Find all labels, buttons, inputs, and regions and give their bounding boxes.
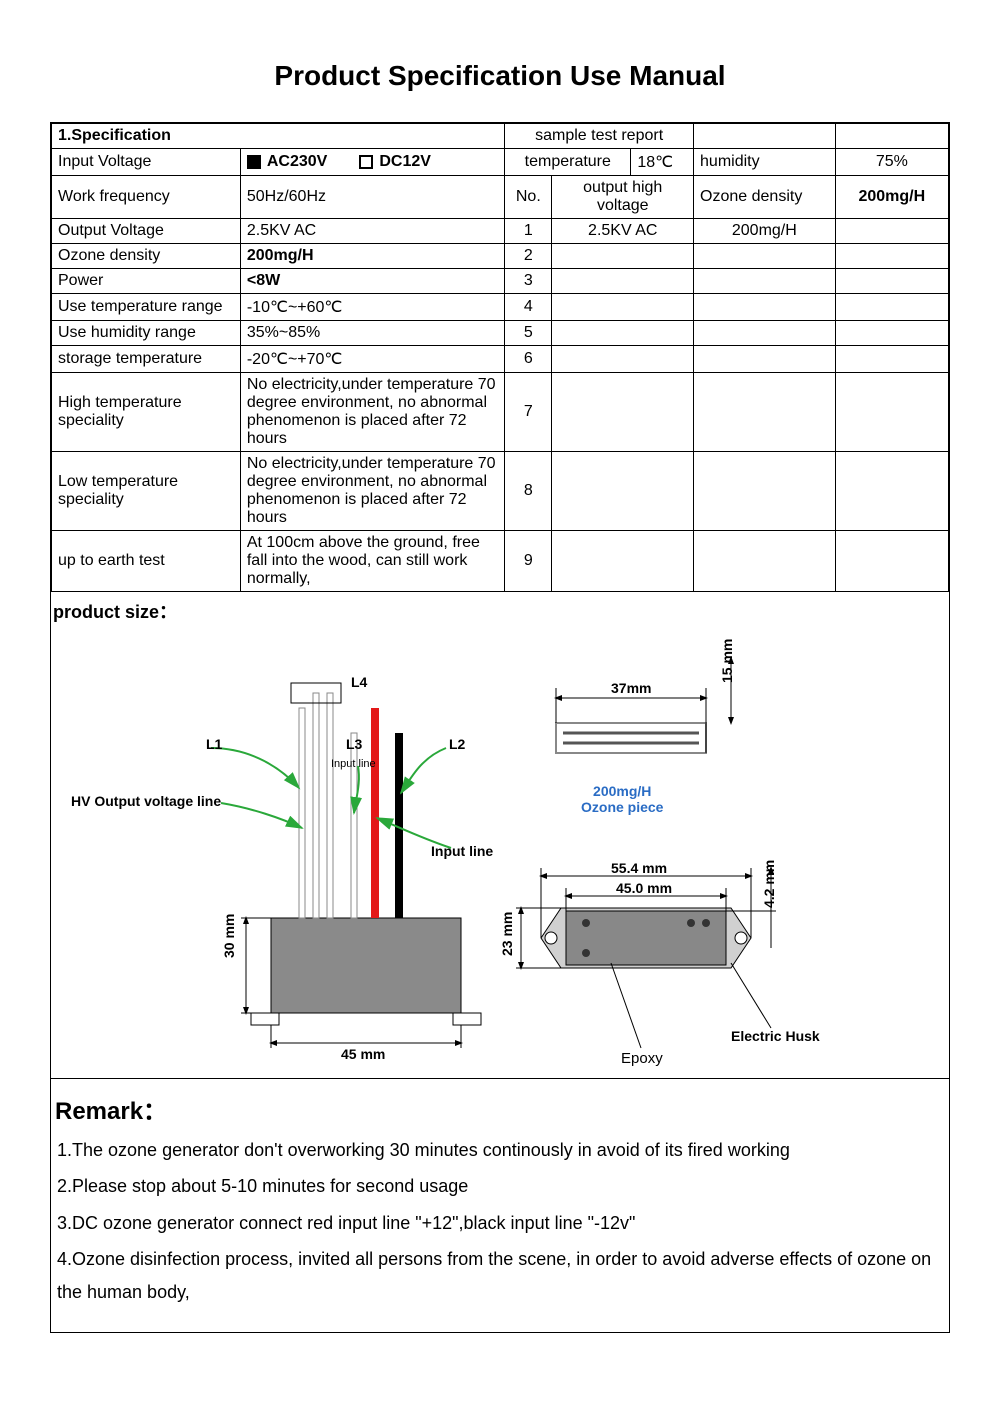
dc-checkbox-icon xyxy=(359,155,373,169)
sample-value-header: 200mg/H xyxy=(835,176,948,219)
use-humidity-label: Use humidity range xyxy=(52,321,241,346)
sample-report-header: sample test report xyxy=(505,124,694,149)
epoxy-label: Epoxy xyxy=(621,1050,663,1067)
electric-husk-label: Electric Husk xyxy=(731,1028,820,1044)
page-title: Product Specification Use Manual xyxy=(50,60,950,92)
row5-no: 5 xyxy=(505,321,552,346)
work-freq-label: Work frequency xyxy=(52,176,241,219)
high-temp-label: High temperature speciality xyxy=(52,373,241,452)
row1-no: 1 xyxy=(505,219,552,244)
l4-label: L4 xyxy=(351,674,367,690)
work-freq-value: 50Hz/60Hz xyxy=(240,176,504,219)
input-line-label-1: Input line xyxy=(331,758,376,770)
dim-450mm: 45.0 mm xyxy=(616,880,672,896)
row7-no: 7 xyxy=(505,373,552,452)
l2-label: L2 xyxy=(449,736,465,752)
storage-temp-label: storage temperature xyxy=(52,346,241,373)
remark-item: 3.DC ozone generator connect red input l… xyxy=(57,1207,943,1239)
spec-table: 1.Specification sample test report Input… xyxy=(51,123,949,592)
dim-37mm: 37mm xyxy=(611,680,651,696)
product-size-label: product size： xyxy=(53,598,949,624)
humidity-value: 75% xyxy=(835,149,948,176)
earth-test-value: At 100cm above the ground, free fall int… xyxy=(240,531,504,592)
temperature-label: temperature xyxy=(505,149,631,176)
l1-label: L1 xyxy=(206,736,222,752)
use-temp-label: Use temperature range xyxy=(52,294,241,321)
row9-no: 9 xyxy=(505,531,552,592)
dim-42mm: 4.2 mm xyxy=(761,860,777,908)
section-header: 1.Specification xyxy=(52,124,505,149)
row3-no: 3 xyxy=(505,269,552,294)
dim-23mm: 23 mm xyxy=(499,912,515,956)
ozone-density-value: 200mg/H xyxy=(240,244,504,269)
low-temp-label: Low temperature speciality xyxy=(52,452,241,531)
remark-item: 1.The ozone generator don't overworking … xyxy=(57,1134,943,1166)
remarks-list: 1.The ozone generator don't overworking … xyxy=(51,1134,949,1332)
power-label: Power xyxy=(52,269,241,294)
dim-554mm: 55.4 mm xyxy=(611,860,667,876)
use-humidity-value: 35%~85% xyxy=(240,321,504,346)
high-temp-value: No electricity,under temperature 70 degr… xyxy=(240,373,504,452)
ozone-density-label: Ozone density xyxy=(52,244,241,269)
dim-30mm: 30 mm xyxy=(221,914,237,958)
row1-hv: 2.5KV AC xyxy=(552,219,694,244)
row8-no: 8 xyxy=(505,452,552,531)
product-diagram: L1 L4 L3 L2 HV Output voltage line Input… xyxy=(51,628,949,1078)
hv-output-label: HV Output voltage line xyxy=(71,793,221,809)
ac-label: AC230V xyxy=(267,153,327,171)
ac-checkbox-icon xyxy=(247,155,261,169)
output-hv-header: output high voltage xyxy=(552,176,694,219)
dim-15mm: 15 mm xyxy=(719,639,735,683)
dc-label: DC12V xyxy=(379,153,431,171)
output-voltage-value: 2.5KV AC xyxy=(240,219,504,244)
remark-title: Remark： xyxy=(55,1091,949,1126)
low-temp-value: No electricity,under temperature 70 degr… xyxy=(240,452,504,531)
input-voltage-label: Input Voltage xyxy=(52,149,241,176)
input-line-label-2: Input line xyxy=(431,843,493,859)
use-temp-value: -10℃~+60℃ xyxy=(240,294,504,321)
earth-test-label: up to earth test xyxy=(52,531,241,592)
temperature-value: 18℃ xyxy=(631,149,694,176)
storage-temp-value: -20℃~+70℃ xyxy=(240,346,504,373)
output-voltage-label: Output Voltage xyxy=(52,219,241,244)
row4-no: 4 xyxy=(505,294,552,321)
remark-item: 2.Please stop about 5-10 minutes for sec… xyxy=(57,1170,943,1202)
remark-item: 4.Ozone disinfection process, invited al… xyxy=(57,1243,943,1308)
dim-45mm: 45 mm xyxy=(341,1046,385,1062)
ozone-density-header: Ozone density xyxy=(694,176,836,219)
l3-label: L3 xyxy=(346,736,362,752)
no-header: No. xyxy=(505,176,552,219)
power-value: <8W xyxy=(240,269,504,294)
row1-density: 200mg/H xyxy=(694,219,836,244)
humidity-label: humidity xyxy=(694,149,836,176)
row6-no: 6 xyxy=(505,346,552,373)
ozone-piece-label: 200mg/H Ozone piece xyxy=(581,783,663,815)
row2-no: 2 xyxy=(505,244,552,269)
